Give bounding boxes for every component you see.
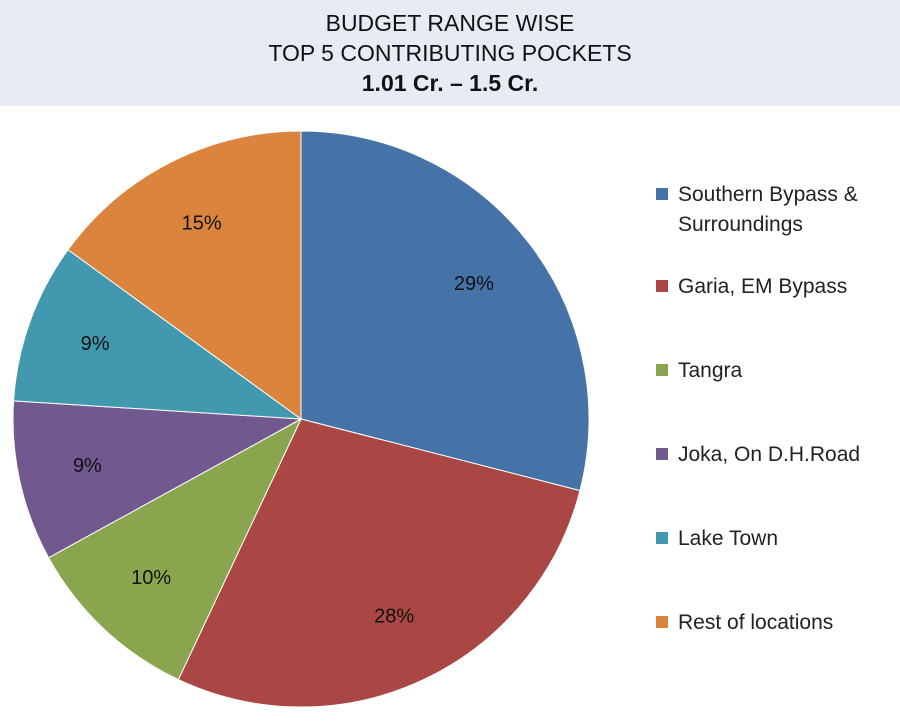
chart-title-banner: BUDGET RANGE WISE TOP 5 CONTRIBUTING POC… [0, 0, 900, 106]
data-label-lake-town: 9% [81, 333, 110, 355]
data-label-rest-of-locations: 15% [182, 212, 222, 234]
legend-item-lake-town: Lake Town [656, 524, 778, 554]
legend-label: Rest of locations [678, 611, 834, 634]
legend-item-rest-of-locations: Rest of locations [656, 608, 833, 638]
chart-title-line-3: 1.01 Cr. – 1.5 Cr. [361, 70, 539, 96]
legend-swatch [656, 188, 668, 200]
data-label-joka-on-d-h-road: 9% [73, 455, 102, 477]
legend-swatch [656, 364, 668, 376]
pie-slice-tangra [47, 417, 303, 681]
legend-label: Joka, On D.H.Road [678, 443, 861, 466]
pie-slice-lake-town [13, 249, 303, 420]
data-label-southern-bypass-surroundings: 29% [454, 273, 494, 295]
legend-label: Lake Town [678, 527, 779, 550]
legend-item-tangra: Tangra [656, 356, 742, 386]
pie-slice-garia-em-bypass [177, 418, 581, 708]
legend-swatch [656, 448, 668, 460]
pie-slice-southern-bypass-surroundings [300, 130, 590, 492]
pie-chart: 29% 28% 10% 9% 9% 15% [12, 130, 590, 708]
legend-label: Southern Bypass & Surroundings [678, 183, 858, 236]
data-label-garia-em-bypass: 28% [374, 605, 414, 627]
chart-title-line-2: TOP 5 CONTRIBUTING POCKETS [268, 40, 632, 66]
data-label-tangra: 10% [131, 567, 171, 589]
legend-label: Tangra [678, 359, 743, 382]
pie-slice-rest-of-locations [67, 130, 302, 420]
legend-swatch [656, 532, 668, 544]
chart-title-line-1: BUDGET RANGE WISE [325, 10, 575, 36]
legend-item-garia-em-bypass: Garia, EM Bypass [656, 272, 847, 302]
legend-item-southern-bypass-surroundings: Southern Bypass & Surroundings [656, 180, 896, 240]
legend-swatch [656, 616, 668, 628]
pie-slice-joka-on-d-h-road [12, 400, 303, 559]
legend-label: Garia, EM Bypass [678, 275, 848, 298]
legend-swatch [656, 280, 668, 292]
legend-item-joka-on-d-h-road: Joka, On D.H.Road [656, 440, 860, 470]
